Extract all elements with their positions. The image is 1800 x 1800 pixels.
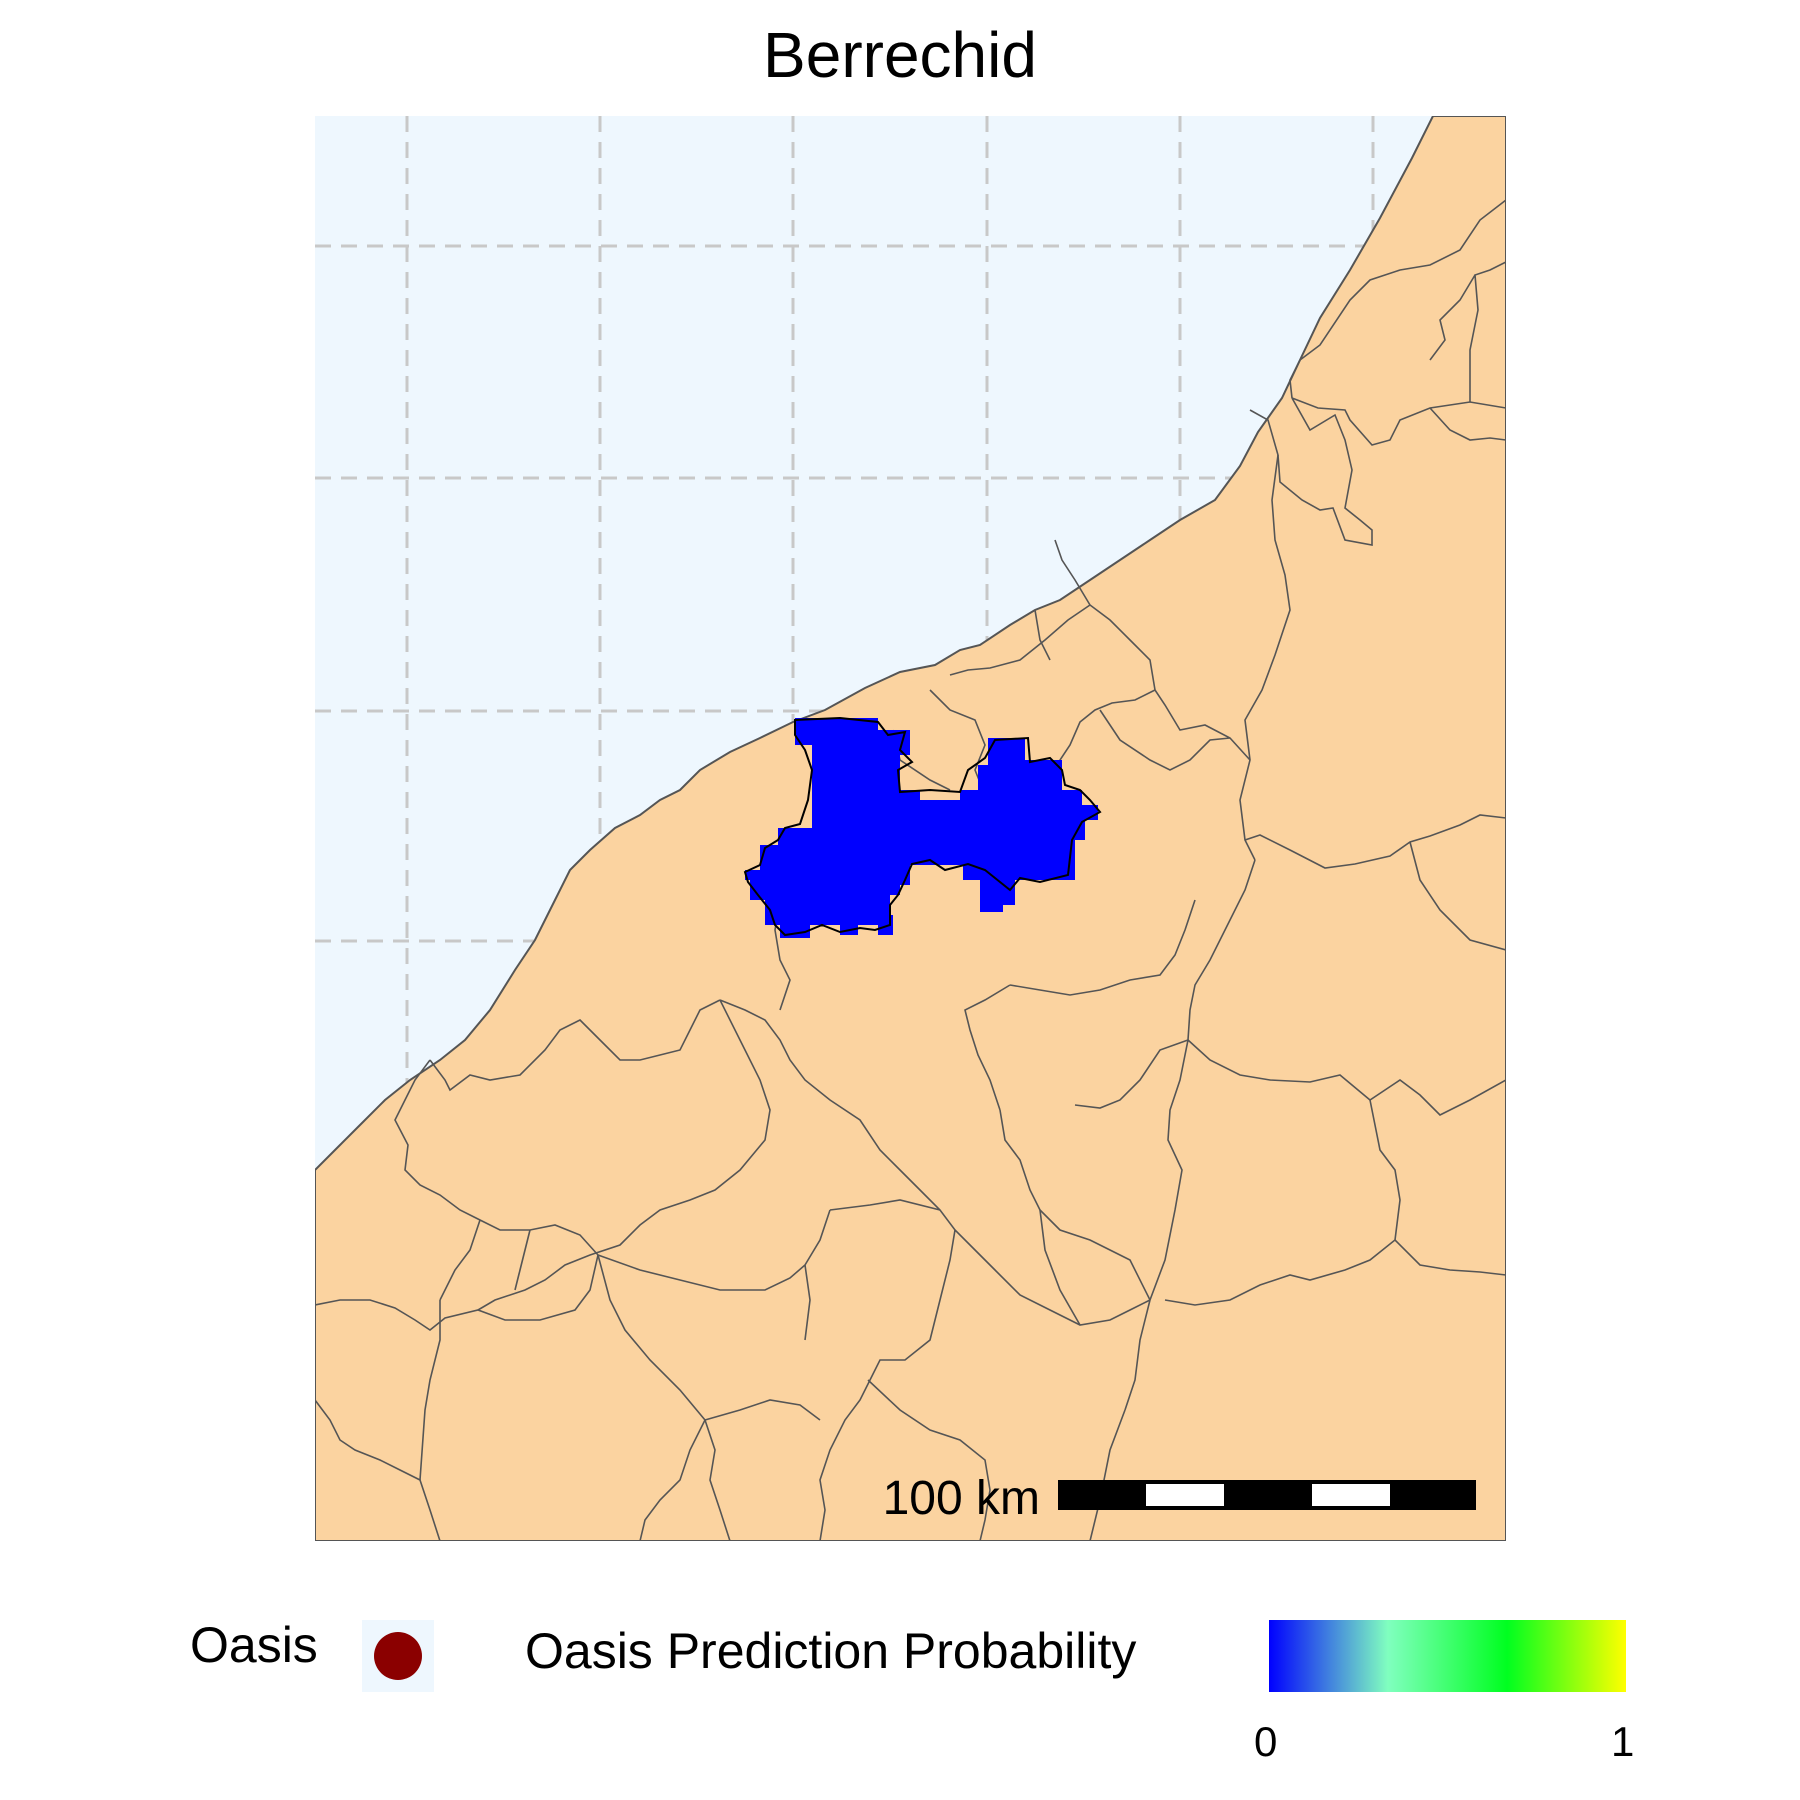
berrechid-region[interactable] xyxy=(745,718,1098,938)
map-title: Berrechid xyxy=(763,19,1037,91)
legend-oasis-key xyxy=(362,1620,434,1692)
admin-boundaries xyxy=(315,199,1506,1541)
scale-bar xyxy=(1058,1480,1476,1510)
probability-colorbar xyxy=(1269,1620,1626,1692)
oasis-dot-icon xyxy=(374,1632,422,1680)
scale-bar-label: 100 km xyxy=(883,1472,1040,1525)
berrechid-outline xyxy=(743,716,1102,937)
colorbar-tick-max: 1 xyxy=(1611,1718,1635,1765)
legend-oasis-label: Oasis xyxy=(190,1617,318,1673)
colorbar-tick-min: 0 xyxy=(1254,1718,1278,1765)
legend-probability-label: Oasis Prediction Probability xyxy=(525,1623,1137,1679)
